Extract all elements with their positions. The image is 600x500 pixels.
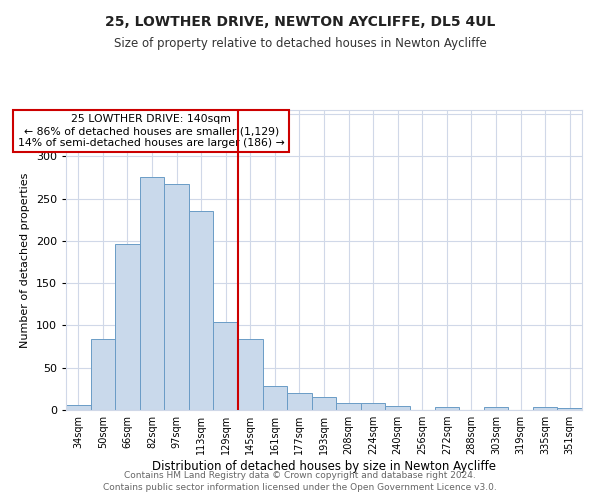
Text: Size of property relative to detached houses in Newton Aycliffe: Size of property relative to detached ho… bbox=[113, 38, 487, 51]
Text: Contains HM Land Registry data © Crown copyright and database right 2024.: Contains HM Land Registry data © Crown c… bbox=[124, 471, 476, 480]
Bar bbox=[533, 408, 557, 410]
Bar bbox=[115, 244, 140, 410]
X-axis label: Distribution of detached houses by size in Newton Aycliffe: Distribution of detached houses by size … bbox=[152, 460, 496, 473]
Bar bbox=[361, 403, 385, 410]
Bar bbox=[484, 408, 508, 410]
Y-axis label: Number of detached properties: Number of detached properties bbox=[20, 172, 30, 348]
Bar bbox=[385, 406, 410, 410]
Bar bbox=[214, 322, 238, 410]
Bar bbox=[557, 408, 582, 410]
Bar bbox=[336, 403, 361, 410]
Bar bbox=[164, 184, 189, 410]
Bar bbox=[238, 339, 263, 410]
Bar bbox=[312, 398, 336, 410]
Bar bbox=[434, 408, 459, 410]
Bar bbox=[91, 339, 115, 410]
Bar bbox=[66, 405, 91, 410]
Bar bbox=[140, 177, 164, 410]
Text: Contains public sector information licensed under the Open Government Licence v3: Contains public sector information licen… bbox=[103, 484, 497, 492]
Bar bbox=[189, 212, 214, 410]
Bar bbox=[287, 393, 312, 410]
Text: 25, LOWTHER DRIVE, NEWTON AYCLIFFE, DL5 4UL: 25, LOWTHER DRIVE, NEWTON AYCLIFFE, DL5 … bbox=[105, 15, 495, 29]
Bar bbox=[263, 386, 287, 410]
Text: 25 LOWTHER DRIVE: 140sqm
← 86% of detached houses are smaller (1,129)
14% of sem: 25 LOWTHER DRIVE: 140sqm ← 86% of detach… bbox=[18, 114, 284, 148]
